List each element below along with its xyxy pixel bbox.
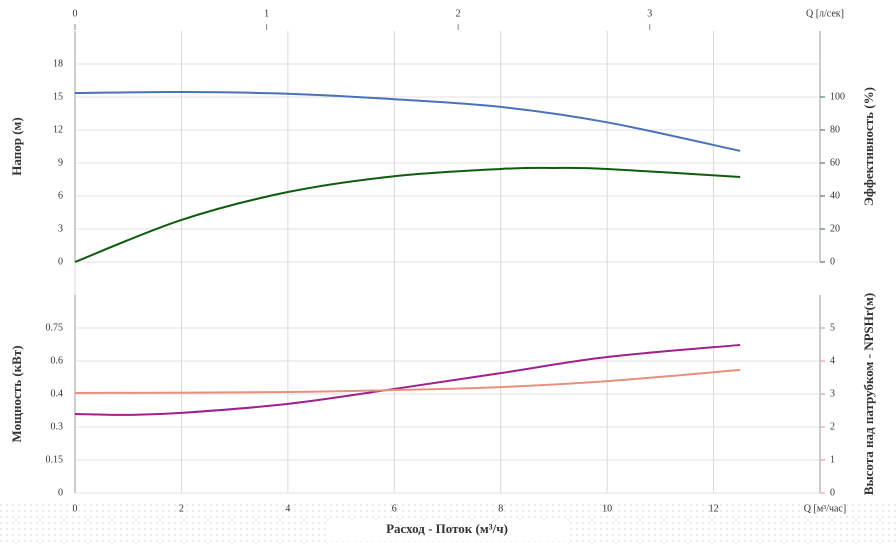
x-axis-title: Расход - Поток (м³/ч) [386,521,508,536]
y-axis-title: Напор (м) [9,117,24,175]
y2-tick-label: 0 [830,256,835,267]
x2-tick-label: 3 [647,8,652,19]
x-tick-label: 8 [498,503,503,514]
x2-tick-label: 0 [73,8,78,19]
curve [74,368,741,395]
y2-tick-label: 5 [830,322,835,333]
y2-axis-title: Эффективность (%) [861,87,876,206]
y2-tick-label: 20 [830,223,840,234]
y-axis-title: Мощность (кВт) [9,345,24,442]
y-tick-label: 0.6 [51,355,64,366]
y-tick-label: 15 [53,91,63,102]
y-tick-label: 0.3 [51,421,64,432]
curve [74,166,741,263]
x-unit: Q [м³/час] [804,503,846,514]
y-tick-label: 0.75 [46,322,64,333]
curve [74,91,741,152]
y-tick-label: 0 [58,487,63,498]
y2-axis-title: Высота над патрубком - NPSHr(м) [861,293,876,495]
y-tick-label: 18 [53,58,63,69]
curve [74,343,741,416]
y2-tick-label: 100 [830,91,845,102]
y-tick-label: 6 [58,190,63,201]
x2-tick-label: 1 [264,8,269,19]
x2-unit: Q [л/сек] [806,8,844,19]
y-tick-label: 12 [53,124,63,135]
y2-tick-label: 1 [830,454,835,465]
y-tick-label: 3 [58,223,63,234]
y2-tick-label: 60 [830,157,840,168]
x-tick-label: 6 [392,503,397,514]
y-tick-label: 0.15 [46,454,64,465]
x-tick-label: 0 [73,503,78,514]
y2-tick-label: 3 [830,388,835,399]
y2-tick-label: 0 [830,487,835,498]
y2-tick-label: 4 [830,355,835,366]
y2-tick-label: 80 [830,124,840,135]
y-tick-label: 0.4 [51,388,64,399]
y-tick-label: 0 [58,256,63,267]
x-tick-label: 2 [179,503,184,514]
y2-tick-label: 2 [830,421,835,432]
y2-tick-label: 40 [830,190,840,201]
x-tick-label: 4 [285,503,290,514]
x2-tick-label: 2 [456,8,461,19]
label-backdrop [330,519,570,541]
x-tick-label: 12 [709,503,719,514]
x-tick-label: 10 [602,503,612,514]
y-tick-label: 9 [58,157,63,168]
